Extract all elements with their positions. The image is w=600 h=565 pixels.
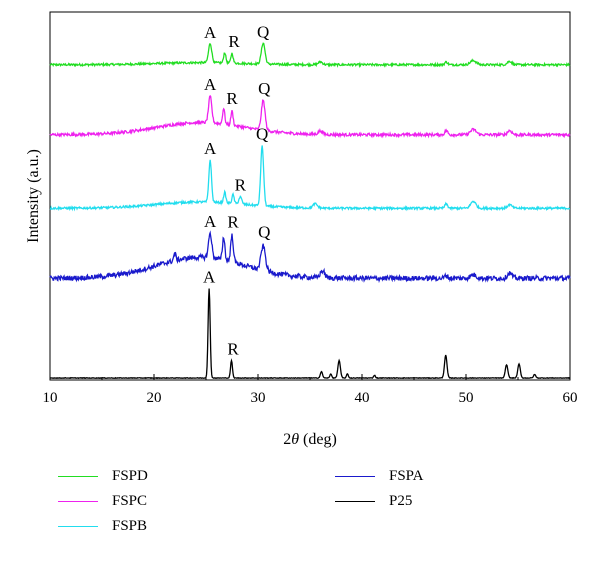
x-tick-label: 40 <box>355 390 370 406</box>
peak-label-r: R <box>226 89 238 108</box>
legend-item-p25: P25 <box>335 490 412 512</box>
x-tick-label: 50 <box>459 390 474 406</box>
peak-label-r: R <box>235 175 247 194</box>
legend-item-fspc: FSPC <box>58 490 147 512</box>
plot-frame <box>49 11 571 381</box>
peak-label-r: R <box>228 32 240 51</box>
peak-label-a: A <box>204 23 217 42</box>
series-layer <box>49 42 571 380</box>
legend-label: FSPB <box>112 517 148 534</box>
peak-label-r: R <box>227 340 239 359</box>
peak-label-a: A <box>204 139 217 158</box>
legend-item-fspb: FSPB <box>58 515 147 537</box>
series-line-p25 <box>49 288 571 380</box>
y-axis-title: Intensity (a.u.) <box>25 149 42 243</box>
x-axis-title: 2θ (deg) <box>283 431 337 448</box>
legend-label: FSPC <box>112 492 148 509</box>
legend-label: P25 <box>389 492 413 509</box>
peak-label-a: A <box>204 75 217 94</box>
x-tick-label: 20 <box>147 390 162 406</box>
legend-swatch <box>335 500 375 502</box>
series-line-fspd <box>49 42 571 69</box>
legend-swatch <box>58 525 98 527</box>
legend-item-fspa: FSPA <box>335 465 423 487</box>
legend-label: FSPD <box>112 467 148 484</box>
series-line-fspc <box>49 94 571 139</box>
peak-label-r: R <box>227 213 239 232</box>
x-tick-label: 30 <box>251 390 266 406</box>
peak-label-q: Q <box>256 124 268 143</box>
legend: FSPD FSPC FSPB FSPA P25 <box>0 455 600 565</box>
legend-item-fspd: FSPD <box>58 465 148 487</box>
peak-label-a: A <box>203 268 216 287</box>
x-axis-ticks: 10 20 30 40 50 60 <box>43 374 578 406</box>
series-line-fspa <box>49 230 571 284</box>
peak-label-a: A <box>204 212 217 231</box>
legend-swatch <box>58 475 98 477</box>
series-line-fspb <box>49 145 571 212</box>
legend-label: FSPA <box>389 467 424 484</box>
peak-label-q: Q <box>257 22 269 41</box>
peak-label-q: Q <box>258 79 270 98</box>
x-tick-label: 10 <box>43 390 58 406</box>
peak-label-q: Q <box>258 223 270 242</box>
legend-swatch <box>335 475 375 477</box>
legend-swatch <box>58 500 98 502</box>
x-tick-label: 60 <box>563 390 578 406</box>
